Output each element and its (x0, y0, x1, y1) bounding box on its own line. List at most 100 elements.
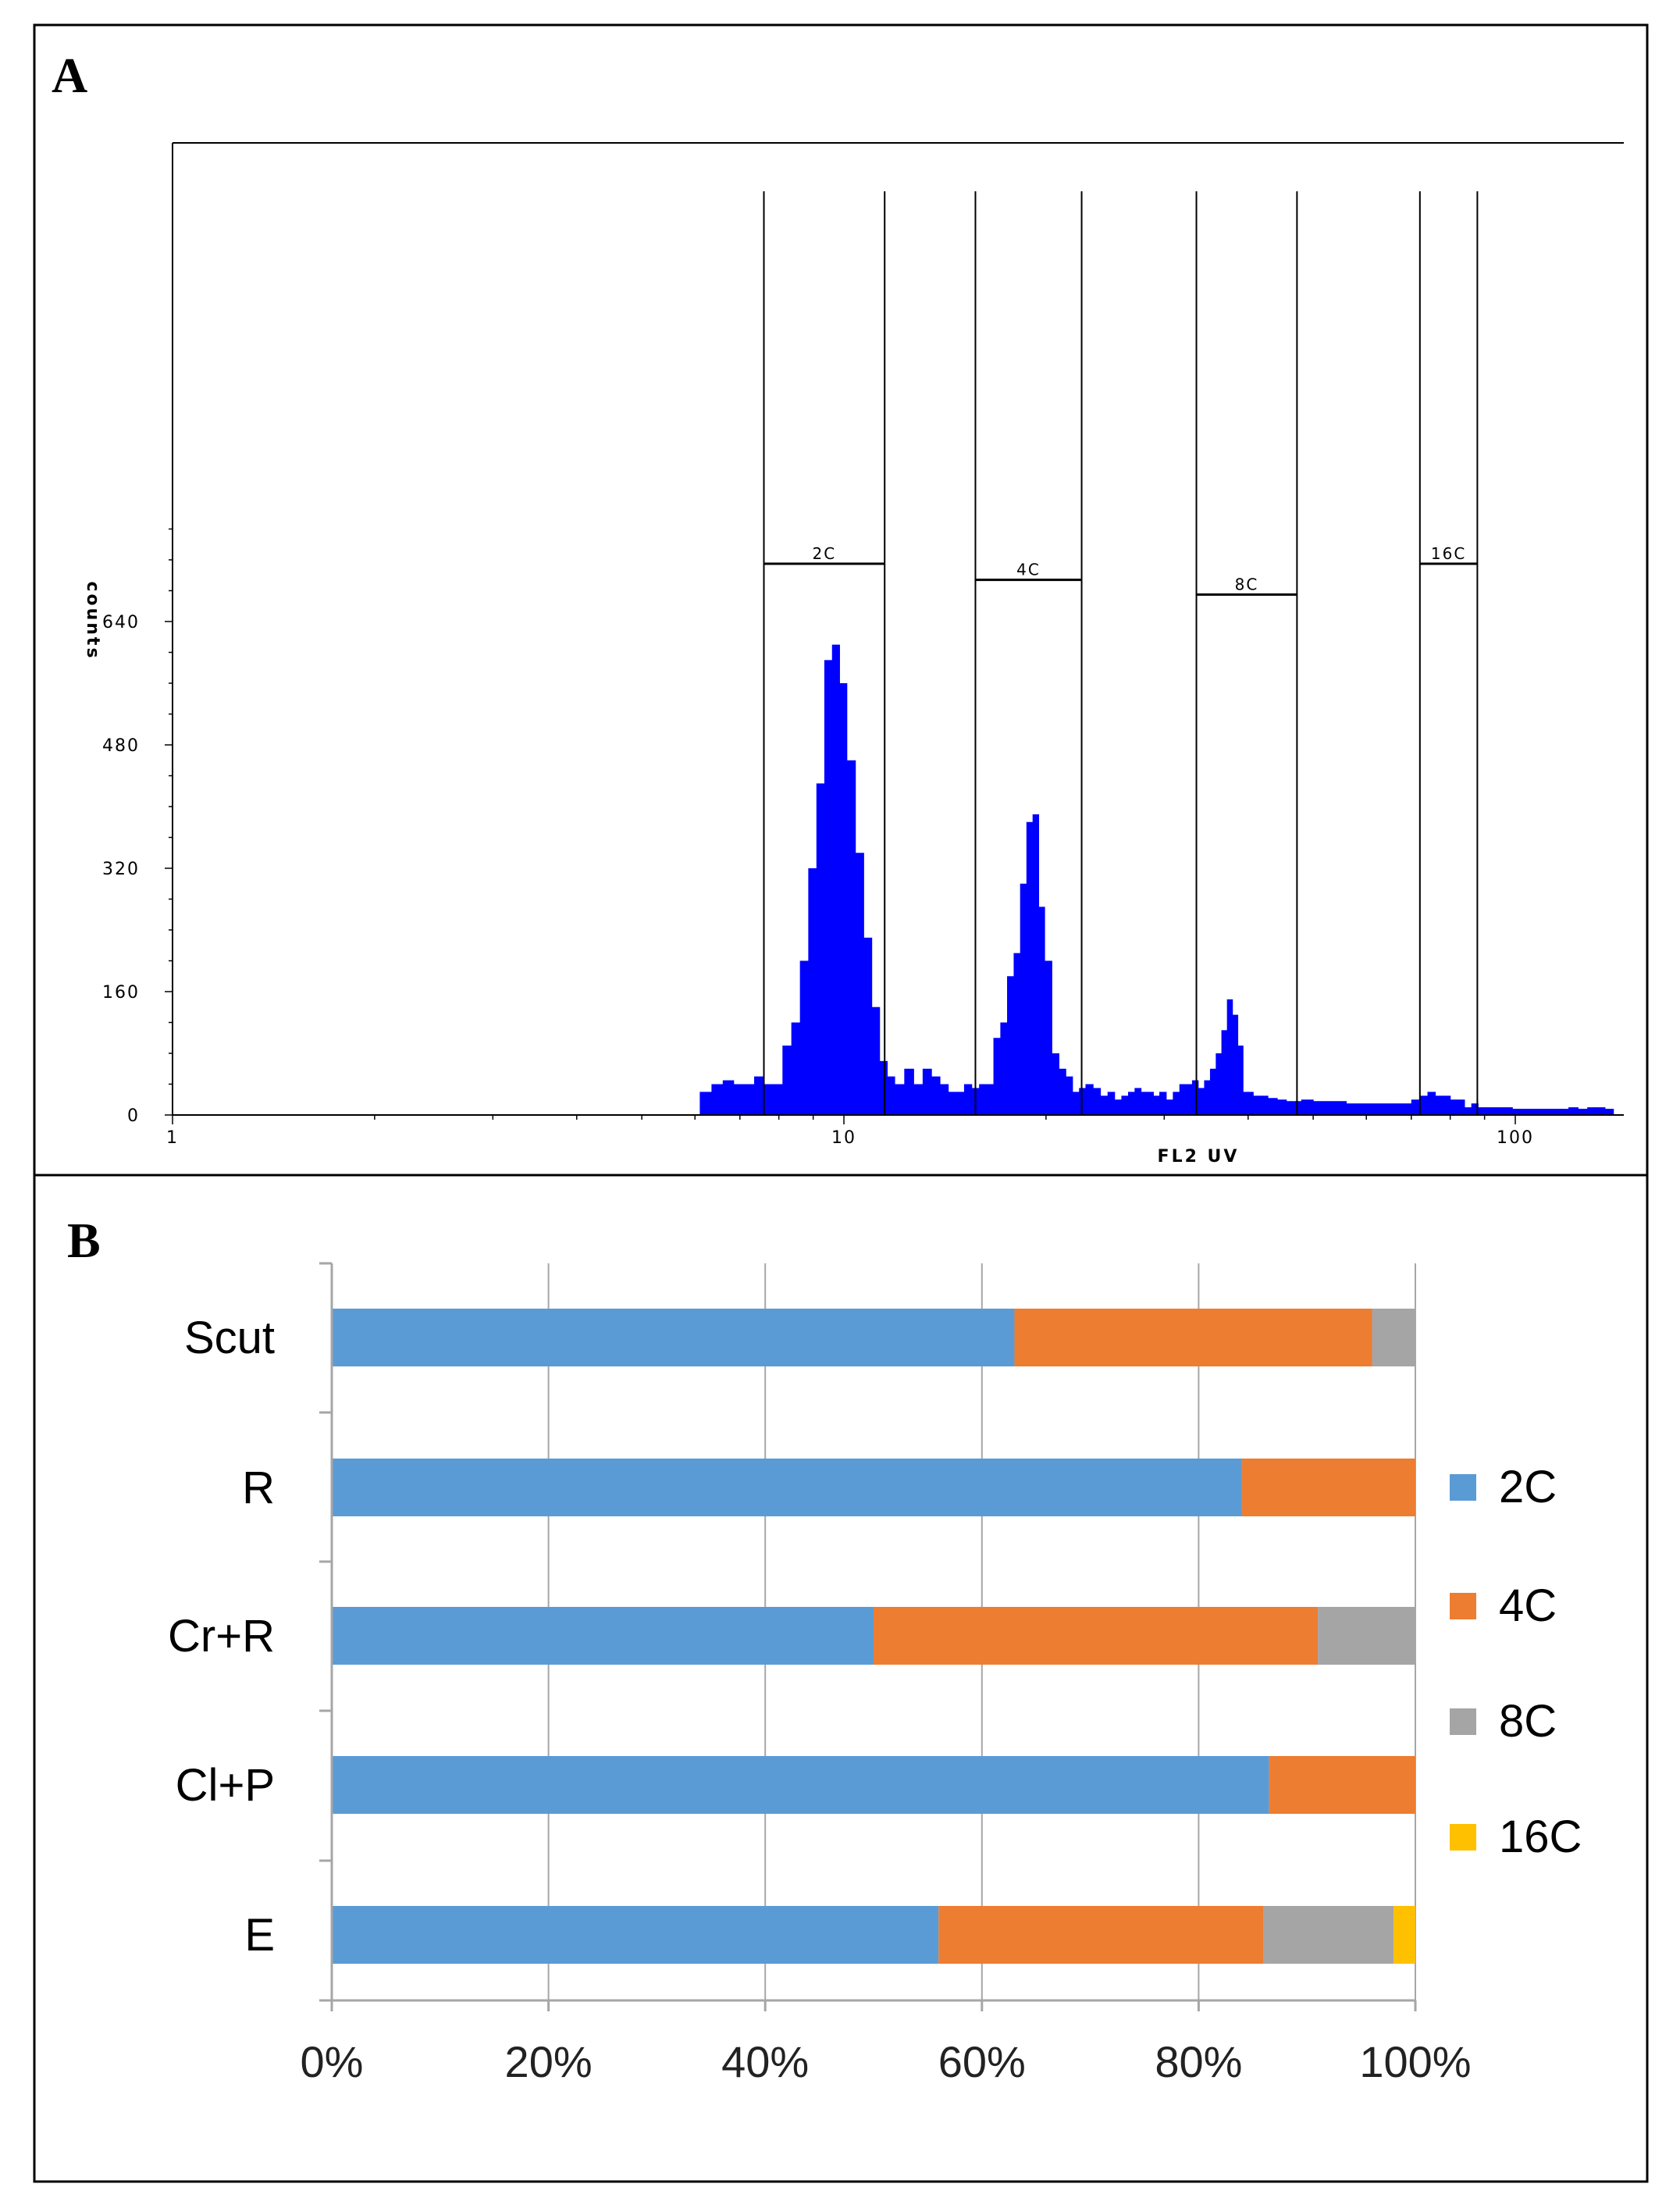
histogram-bar (948, 1092, 957, 1115)
histogram-bar (1093, 1088, 1102, 1115)
y-tick-label: 160 (102, 983, 140, 1003)
histogram-bar (922, 1068, 932, 1115)
histogram-bar (1198, 1088, 1205, 1115)
bar-segment-2c-e (332, 1906, 939, 1964)
y-tick-label: 640 (102, 613, 140, 632)
histogram-bar (1435, 1095, 1443, 1115)
histogram-bar (1301, 1099, 1314, 1115)
histogram-bar (1134, 1088, 1142, 1115)
category-label: E (244, 1910, 275, 1961)
histogram-bar (1209, 1068, 1216, 1115)
legend-label: 2C (1499, 1462, 1557, 1512)
histogram-bar (824, 660, 833, 1115)
histogram-gates: 2C 4C 8C 16C (763, 191, 1479, 1115)
histogram-bar (1038, 907, 1045, 1115)
histogram-bar (1141, 1092, 1148, 1115)
stacked-bar-axes: 0% 20% 40% 60% 80% 100% (301, 1262, 1472, 2086)
histogram-bar (1085, 1084, 1094, 1115)
histogram-bar (1052, 1053, 1059, 1115)
histogram-bar (1346, 1103, 1358, 1115)
histogram-bar (1226, 999, 1233, 1115)
histogram-bar (1253, 1095, 1259, 1115)
x-tick-label: 1 (166, 1128, 179, 1148)
x-tick-label: 40% (721, 2037, 809, 2086)
bar-segment-8c-crr (1318, 1607, 1415, 1665)
histogram-bar (1376, 1103, 1386, 1115)
bar-segment-4c-crr (874, 1607, 1319, 1665)
histogram-bar (799, 960, 809, 1115)
bar-segment-8c-scut (1372, 1309, 1415, 1366)
histogram-bar (1521, 1109, 1530, 1115)
histogram-bar (754, 1076, 765, 1115)
histogram-bar (1026, 821, 1034, 1115)
histogram-bar (1578, 1109, 1588, 1115)
histogram-bar (1512, 1109, 1522, 1115)
x-tick-label: 100 (1497, 1128, 1534, 1148)
histogram-bar (1072, 1092, 1080, 1115)
histogram-bar (1121, 1095, 1129, 1115)
histogram-bar (1204, 1080, 1211, 1115)
panel-a-label: A (52, 48, 87, 103)
histogram-bar (831, 644, 840, 1115)
histogram-bar (1066, 1076, 1073, 1115)
histogram-bar (1166, 1099, 1173, 1115)
histogram-bar (1419, 1095, 1429, 1115)
gate-label: 8C (1235, 575, 1259, 593)
bar-segment-2c-clp (332, 1756, 1269, 1814)
legend-label: 8C (1499, 1696, 1557, 1747)
histogram-bar (986, 1084, 995, 1115)
histogram-bar (887, 1076, 895, 1115)
category-label: Cr+R (168, 1611, 275, 1662)
histogram-bars (699, 644, 1614, 1115)
histogram-bar (1281, 1099, 1287, 1115)
histogram-bar (963, 1084, 973, 1115)
histogram-bar (773, 1084, 783, 1115)
histogram-bar (1173, 1092, 1180, 1115)
histogram-bar (1393, 1103, 1404, 1115)
histogram-bar (931, 1076, 941, 1115)
legend-swatch-16c (1450, 1824, 1476, 1851)
bar-segment-2c-crr (332, 1607, 874, 1665)
histogram-bar (1045, 960, 1052, 1115)
bar-segment-8c-e (1263, 1906, 1394, 1964)
bar-segment-4c-clp (1269, 1756, 1415, 1814)
panel-b-label: B (67, 1213, 101, 1268)
histogram-bar (913, 1084, 924, 1115)
histogram-bar (711, 1084, 724, 1115)
histogram-bar (808, 868, 817, 1115)
histogram-bar (979, 1084, 988, 1115)
histogram-bar (816, 783, 825, 1115)
gate-label: 16C (1431, 544, 1466, 563)
bar-segment-2c-r (332, 1459, 1242, 1516)
histogram-bar (839, 683, 848, 1115)
bar-segment-2c-scut (332, 1309, 1015, 1366)
histogram-bar (1402, 1103, 1412, 1115)
histogram-bar (1529, 1109, 1539, 1115)
histogram-bar (763, 1084, 774, 1115)
y-tick-label: 0 (127, 1106, 140, 1126)
x-tick-label: 20% (505, 2037, 593, 2086)
category-label: Cl+P (176, 1760, 275, 1811)
histogram-bar (1262, 1095, 1269, 1115)
histogram-bar (1290, 1101, 1296, 1115)
histogram-axes: 0 160 320 480 640 1 10 100 (102, 142, 1624, 1148)
histogram-x-axis-title: FL2 UV (1158, 1147, 1240, 1167)
gate-label: 2C (812, 544, 836, 563)
histogram-bar (1191, 1080, 1199, 1115)
histogram-bar (1427, 1092, 1436, 1115)
gate-label: 4C (1016, 561, 1041, 579)
histogram-bar (1153, 1095, 1160, 1115)
histogram-bar (1020, 883, 1027, 1115)
stacked-bars: Scut R Cr+R Cl+P E (168, 1309, 1415, 1964)
histogram-bar (1457, 1099, 1465, 1115)
histogram-bar (939, 1084, 949, 1115)
histogram-bar (894, 1084, 905, 1115)
x-tick-label: 80% (1155, 2037, 1242, 2086)
histogram-bar (871, 1006, 881, 1115)
histogram-bar (1587, 1107, 1597, 1115)
histogram-bar (1385, 1103, 1395, 1115)
histogram-bar (1114, 1099, 1123, 1115)
x-tick-label: 10 (831, 1128, 856, 1148)
histogram-bar (1032, 814, 1040, 1115)
